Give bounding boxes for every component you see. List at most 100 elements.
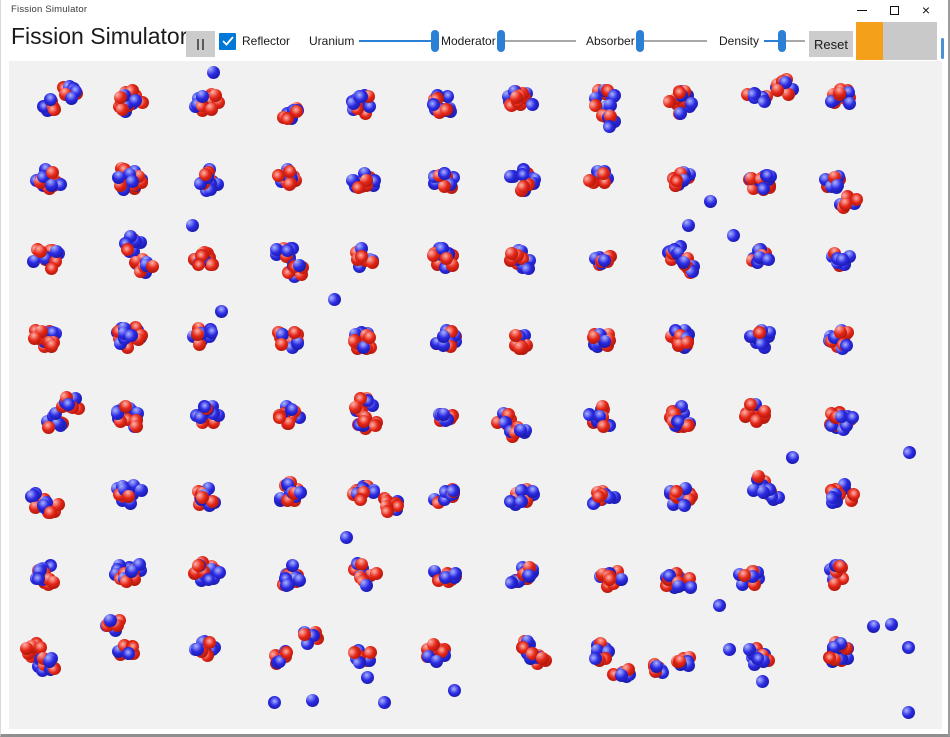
proton-sphere	[596, 419, 610, 433]
proton-sphere	[823, 650, 837, 664]
neutron-sphere	[438, 167, 452, 180]
density-slider[interactable]	[764, 30, 806, 52]
minimize-icon	[857, 9, 867, 11]
uranium-slider-group: Uranium	[309, 20, 440, 62]
neutron-sphere	[525, 484, 539, 498]
neutron-sphere	[758, 94, 772, 108]
proton-sphere	[271, 168, 285, 182]
proton-sphere	[192, 558, 206, 572]
neutron-sphere	[190, 643, 204, 657]
free-neutron	[902, 445, 916, 459]
free-neutron	[377, 695, 391, 709]
reset-button[interactable]: Reset	[809, 31, 853, 57]
proton-sphere	[44, 261, 58, 275]
reactivity-meter	[856, 22, 937, 60]
proton-sphere	[43, 506, 57, 520]
proton-sphere	[283, 164, 297, 178]
neutron-sphere	[671, 579, 685, 593]
neutron-sphere	[588, 651, 602, 665]
neutron-sphere	[26, 254, 40, 268]
neutron-sphere	[62, 398, 76, 412]
proton-sphere	[145, 259, 159, 273]
neutron-sphere	[678, 498, 692, 512]
free-neutron	[305, 693, 319, 707]
title-bar: Fission Simulator ×	[1, 0, 948, 20]
neutron-sphere	[359, 578, 373, 592]
proton-sphere	[752, 470, 766, 484]
proton-sphere	[525, 647, 539, 661]
neutron-sphere	[437, 407, 451, 421]
absorber-slider[interactable]	[635, 30, 707, 52]
neutron-sphere	[134, 484, 148, 498]
free-neutron	[722, 642, 736, 656]
neutron-sphere	[281, 577, 295, 591]
proton-sphere	[739, 409, 753, 423]
uranium-slider-thumb[interactable]	[431, 30, 440, 52]
maximize-icon	[889, 5, 899, 15]
proton-sphere	[744, 172, 758, 186]
neutron-sphere	[684, 580, 697, 594]
free-neutron	[901, 705, 915, 719]
proton-sphere	[206, 495, 220, 508]
proton-sphere	[353, 492, 367, 506]
neutron-sphere	[759, 169, 773, 183]
neutron-sphere	[44, 178, 58, 192]
proton-sphere	[512, 341, 526, 355]
proton-sphere	[272, 411, 286, 425]
neutron-sphere	[196, 89, 210, 103]
absorber-slider-thumb[interactable]	[635, 30, 644, 52]
neutron-sphere	[684, 97, 698, 111]
proton-sphere	[368, 418, 382, 432]
pause-icon	[202, 38, 204, 50]
neutron-sphere	[673, 106, 687, 120]
proton-sphere	[828, 578, 842, 592]
maximize-button[interactable]	[878, 0, 910, 20]
proton-sphere	[757, 404, 771, 418]
moderator-label: Moderator	[441, 34, 496, 48]
neutron-sphere	[362, 99, 376, 113]
neutron-sphere	[124, 565, 138, 579]
proton-sphere	[20, 642, 34, 656]
proton-sphere	[47, 576, 61, 589]
neutron-sphere	[26, 488, 40, 502]
moderator-slider[interactable]	[496, 30, 576, 52]
neutron-sphere	[614, 668, 628, 682]
proton-sphere	[363, 330, 377, 344]
proton-sphere	[517, 180, 530, 194]
neutron-sphere	[505, 575, 519, 589]
proton-sphere	[364, 645, 378, 659]
proton-sphere	[119, 399, 133, 413]
proton-sphere	[604, 109, 617, 123]
neutron-sphere	[515, 495, 529, 509]
proton-sphere	[44, 340, 58, 354]
proton-sphere	[440, 252, 454, 266]
density-slider-thumb[interactable]	[778, 30, 787, 52]
neutron-sphere	[602, 120, 616, 134]
density-slider-group: Density	[719, 20, 806, 62]
free-neutron	[214, 304, 228, 318]
proton-sphere	[369, 567, 383, 581]
proton-sphere	[33, 640, 47, 654]
reflector-checkbox[interactable]	[219, 32, 236, 50]
minimize-button[interactable]	[846, 0, 878, 20]
neutron-sphere	[830, 179, 844, 193]
proton-sphere	[838, 197, 852, 211]
proton-sphere	[190, 327, 204, 341]
proton-sphere	[849, 193, 863, 207]
close-button[interactable]: ×	[910, 0, 942, 20]
neutron-sphere	[50, 244, 64, 258]
scrollbar-thumb[interactable]	[941, 38, 944, 59]
proton-sphere	[357, 415, 371, 428]
neutron-sphere	[122, 647, 135, 661]
free-neutron	[185, 218, 199, 232]
neutron-sphere	[293, 486, 307, 500]
moderator-slider-thumb[interactable]	[496, 30, 505, 52]
proton-sphere	[354, 249, 368, 263]
neutron-sphere	[51, 416, 65, 430]
pause-button[interactable]	[186, 31, 215, 57]
toolbar: Fission Simulator Reflector Uranium Mode…	[1, 20, 948, 62]
proton-sphere	[199, 168, 213, 182]
neutron-sphere	[598, 254, 612, 267]
uranium-slider[interactable]	[359, 30, 440, 52]
